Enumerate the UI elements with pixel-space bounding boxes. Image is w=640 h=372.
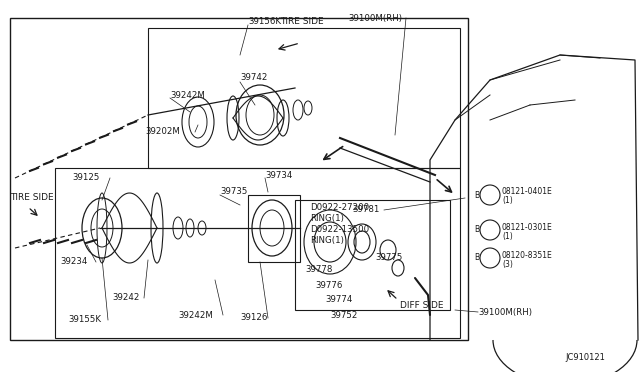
Text: (1): (1)	[502, 196, 513, 205]
Text: RING(1): RING(1)	[310, 235, 344, 244]
Bar	[55, 168, 460, 338]
Text: 39242: 39242	[112, 294, 140, 302]
Text: B: B	[474, 190, 479, 199]
Text: 39752: 39752	[330, 311, 357, 320]
Bar	[10, 18, 468, 340]
Bar	[148, 28, 460, 168]
Text: TIRE SIDE: TIRE SIDE	[280, 17, 324, 26]
Text: 39742: 39742	[240, 74, 268, 83]
Text: 39242M: 39242M	[178, 311, 213, 320]
Text: 08121-0301E: 08121-0301E	[502, 222, 553, 231]
Text: 39778: 39778	[305, 266, 332, 275]
Text: 39202M: 39202M	[145, 128, 180, 137]
Bar	[248, 195, 300, 262]
Text: DIFF SIDE: DIFF SIDE	[400, 301, 444, 310]
Text: D0922-27200: D0922-27200	[310, 203, 369, 212]
Text: 39155K: 39155K	[68, 315, 101, 324]
Text: RING(1): RING(1)	[310, 214, 344, 222]
Text: (1): (1)	[502, 231, 513, 241]
Text: 39100M(RH): 39100M(RH)	[348, 13, 402, 22]
Text: 39125: 39125	[72, 173, 99, 183]
Text: (3): (3)	[502, 260, 513, 269]
Text: 39126: 39126	[240, 314, 268, 323]
Text: 39156K: 39156K	[248, 17, 281, 26]
Text: 08120-8351E: 08120-8351E	[502, 250, 553, 260]
Text: D0922-13500: D0922-13500	[310, 225, 369, 234]
Text: 39776: 39776	[315, 280, 342, 289]
Text: 39242M: 39242M	[170, 90, 205, 99]
Text: B: B	[474, 253, 479, 263]
Bar	[295, 200, 450, 310]
Text: 39781: 39781	[352, 205, 380, 215]
Text: TIRE SIDE: TIRE SIDE	[10, 193, 54, 202]
Text: 39775: 39775	[375, 253, 403, 263]
Text: B: B	[474, 225, 479, 234]
Text: 39234: 39234	[60, 257, 88, 266]
Text: 39734: 39734	[265, 170, 292, 180]
Text: 08121-0401E: 08121-0401E	[502, 187, 553, 196]
Text: 39100M(RH): 39100M(RH)	[478, 308, 532, 317]
Text: JC910121: JC910121	[565, 353, 605, 362]
Text: 39774: 39774	[325, 295, 353, 305]
Text: 39735: 39735	[220, 187, 248, 196]
